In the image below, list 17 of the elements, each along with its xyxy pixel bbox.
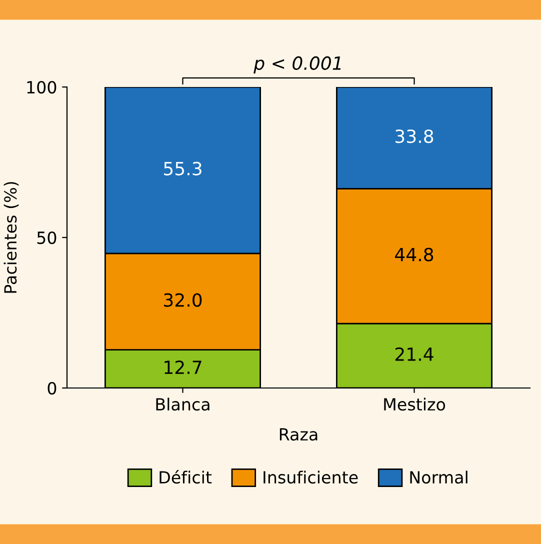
x-tick-label: Blanca bbox=[156, 398, 210, 411]
y-tick-label: 0 bbox=[48, 382, 56, 395]
x-axis-title: Raza bbox=[280, 428, 318, 441]
x-tick-label: Mestizo bbox=[384, 398, 446, 411]
legend-label: Insuficiente bbox=[264, 470, 358, 484]
text: 21.4 bbox=[395, 347, 434, 361]
text: 32.0 bbox=[164, 293, 202, 307]
y-axis-title: Pacientes (%) bbox=[4, 182, 19, 293]
text: 12.7 bbox=[164, 360, 202, 374]
text: p < 0.001 bbox=[254, 56, 341, 74]
legend-label: Déficit bbox=[160, 470, 212, 484]
y-tick-label: 50 bbox=[37, 231, 56, 244]
text: 33.8 bbox=[396, 129, 434, 144]
legend-label: Normal bbox=[410, 470, 468, 484]
text: 55.3 bbox=[164, 162, 202, 176]
y-tick-label: 100 bbox=[27, 80, 56, 94]
text: 44.8 bbox=[395, 248, 434, 262]
